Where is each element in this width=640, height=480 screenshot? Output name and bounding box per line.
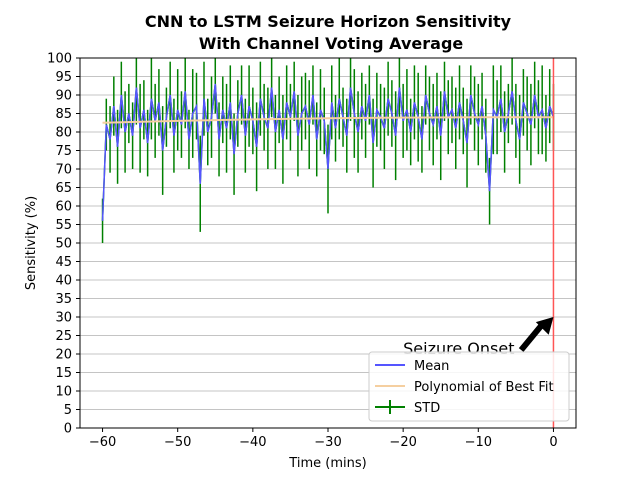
legend: Mean Polynomial of Best Fit STD bbox=[368, 351, 570, 422]
chart-title-line-1: CNN to LSTM Seizure Horizon Sensitivity bbox=[145, 12, 512, 31]
y-axis-ticks: 0 5 10 15 20 25 30 35 40 45 50 55 60 65 70 75 80 85 90 95 10… bbox=[47, 52, 80, 437]
x-tick-label-2: −40 bbox=[239, 435, 266, 450]
x-axis-label: Time (mins) bbox=[288, 456, 366, 471]
legend-label-fit: Polynomial of Best Fit bbox=[414, 380, 554, 395]
y-tick-label-65: 65 bbox=[55, 181, 72, 196]
legend-label-mean: Mean bbox=[414, 359, 449, 374]
x-tick-label-4: −20 bbox=[389, 435, 416, 450]
y-tick-label-45: 45 bbox=[55, 255, 72, 270]
chart-title-line-2: With Channel Voting Average bbox=[199, 34, 464, 53]
y-tick-label-40: 40 bbox=[55, 274, 72, 289]
y-tick-label-0: 0 bbox=[64, 422, 72, 437]
mean-line bbox=[101, 83, 555, 221]
y-axis-label: Sensitivity (%) bbox=[24, 196, 39, 290]
y-tick-label-55: 55 bbox=[55, 218, 72, 233]
x-tick-label-3: −30 bbox=[314, 435, 341, 450]
mean-series bbox=[101, 83, 555, 221]
legend-label-std: STD bbox=[414, 401, 440, 416]
x-tick-label-6: 0 bbox=[549, 435, 557, 450]
x-tick-label-1: −50 bbox=[164, 435, 191, 450]
y-tick-label-60: 60 bbox=[55, 200, 72, 215]
onset-arrow-head bbox=[535, 317, 554, 335]
y-tick-label-70: 70 bbox=[55, 163, 72, 178]
legend-box bbox=[368, 351, 570, 422]
x-tick-label-5: −10 bbox=[465, 435, 492, 450]
y-tick-label-100: 100 bbox=[47, 52, 72, 67]
x-axis-ticks: −60 −50 −40 −30 −20 −10 0 bbox=[89, 428, 558, 450]
x-tick-label-0: −60 bbox=[89, 435, 116, 450]
onset-arrow-shaft bbox=[518, 321, 546, 352]
y-tick-label-30: 30 bbox=[55, 311, 72, 326]
y-tick-label-25: 25 bbox=[55, 329, 72, 344]
y-tick-label-15: 15 bbox=[55, 366, 72, 381]
y-tick-label-50: 50 bbox=[55, 237, 72, 252]
best-fit-series bbox=[102, 116, 554, 124]
y-tick-label-95: 95 bbox=[55, 70, 72, 85]
y-tick-label-85: 85 bbox=[55, 107, 72, 122]
y-tick-label-90: 90 bbox=[55, 89, 72, 104]
y-tick-label-35: 35 bbox=[55, 292, 72, 307]
y-tick-label-10: 10 bbox=[55, 385, 72, 400]
best-fit-line bbox=[102, 116, 554, 124]
y-tick-label-75: 75 bbox=[55, 144, 72, 159]
y-tick-label-80: 80 bbox=[55, 126, 72, 141]
y-tick-label-5: 5 bbox=[64, 403, 72, 418]
y-tick-label-20: 20 bbox=[55, 348, 72, 363]
